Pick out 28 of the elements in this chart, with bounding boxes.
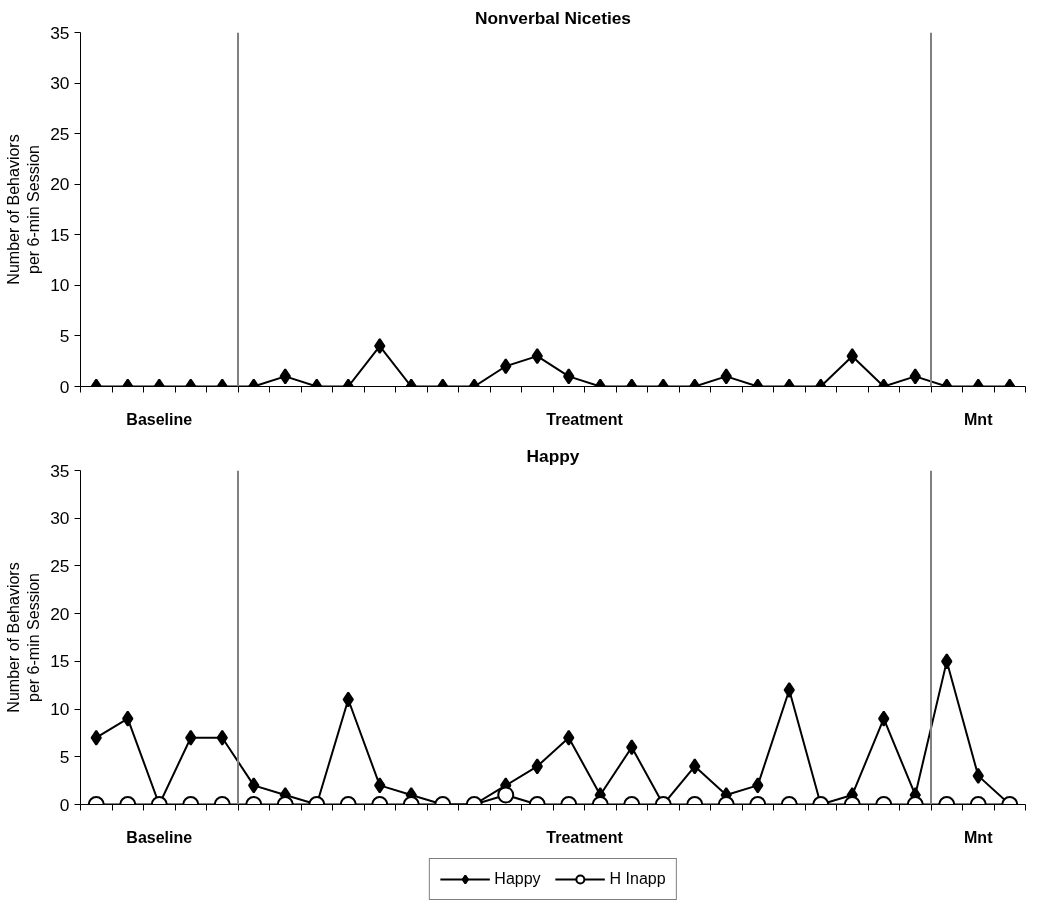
chart-title: Nonverbal Niceties [474,7,632,28]
text: Treatment [546,410,624,428]
legend-label: H Inapp [609,869,666,888]
y-tick-label: 5 [59,325,70,346]
y-tick-label: 0 [59,794,70,815]
y-tick-label: 10 [50,275,70,296]
text: Treatment [546,828,624,846]
text: Baseline [126,410,193,428]
y-axis-title: Number of Behaviors per 6-min Session [4,134,43,285]
y-tick-label: 0 [59,376,70,397]
y-tick-label: 25 [50,123,70,144]
text: Baseline [126,828,193,846]
text: Mnt [964,410,994,428]
text: Mnt [964,828,994,846]
y-tick-label: 30 [50,73,70,94]
y-tick-label: 10 [50,699,70,720]
y-tick-label: 5 [59,746,70,767]
y-tick-label: 35 [50,22,70,43]
y-tick-label: 30 [50,508,70,529]
y-tick-label: 25 [50,555,70,576]
y-tick-label: 35 [50,460,70,481]
y-axis-title: Number of Behaviors per 6-min Session [4,562,43,713]
y-tick-label: 20 [50,174,70,195]
y-tick-label: 15 [50,224,70,245]
y-tick-label: 15 [50,651,70,672]
y-tick-label: 20 [50,603,70,624]
chart-title: Happy [526,445,580,466]
legend-label: Happy [494,869,541,888]
